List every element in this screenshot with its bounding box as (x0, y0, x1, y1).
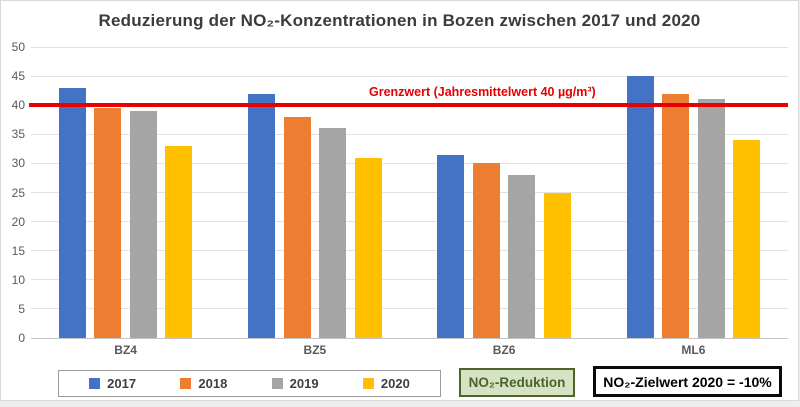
limit-line (29, 103, 788, 108)
bar-group-bz5 (220, 47, 409, 338)
y-tick-label-20: 20 (11, 214, 25, 229)
y-tick-label-45: 45 (11, 69, 25, 84)
gridline-50 (31, 46, 788, 48)
bar-2019-bz6 (508, 175, 536, 338)
bar-2020-bz5 (354, 157, 382, 338)
y-tick-label-25: 25 (11, 185, 25, 200)
bar-2020-bz4 (165, 145, 193, 338)
legend-item-2019: 2019 (271, 376, 319, 391)
bar-2019-bz5 (319, 128, 347, 338)
bar-2020-ml6 (733, 140, 761, 338)
legend-item-2020: 2020 (362, 376, 410, 391)
bar-2019-ml6 (697, 99, 725, 338)
legend-marker-2017 (89, 378, 101, 389)
legend-marker-2019 (271, 378, 283, 389)
legend: 2017 2018 2019 2020 (58, 370, 441, 397)
gridline-25 (31, 192, 788, 193)
x-tick-label-bz6: BZ6 (492, 343, 516, 357)
x-axis: BZ4 BZ5 BZ6 ML6 (31, 343, 788, 359)
bar-2018-bz4 (94, 108, 122, 338)
y-tick-label-10: 10 (11, 272, 25, 287)
bar-2017-bz6 (437, 154, 465, 338)
bar-2017-ml6 (626, 76, 654, 338)
y-tick-label-15: 15 (11, 243, 25, 258)
y-tick-label-40: 40 (11, 98, 25, 113)
plot-area (31, 46, 788, 339)
x-tick-label-bz4: BZ4 (114, 343, 137, 357)
bar-2018-ml6 (662, 93, 690, 338)
bar-2018-bz5 (283, 116, 311, 338)
gridline-20 (31, 221, 788, 223)
chart-title: Reduzierung der NO₂-Konzentrationen in B… (98, 11, 701, 30)
limit-line-label: Grenzwert (Jahresmittelwert 40 µg/m³) (369, 85, 596, 99)
x-tick-label-ml6: ML6 (681, 343, 706, 357)
gridline-35 (31, 133, 788, 135)
bar-group-bz6 (410, 47, 599, 338)
x-tick-label-bz5: BZ5 (303, 343, 327, 357)
target-value-badge: NO₂-Zielwert 2020 = -10% (593, 366, 782, 397)
bar-group-ml6 (599, 47, 788, 338)
legend-label-2018: 2018 (198, 376, 228, 391)
gridline-0 (31, 337, 788, 339)
legend-item-2018: 2018 (180, 376, 227, 391)
gridline-15 (31, 250, 788, 252)
legend-item-2017: 2017 (89, 376, 136, 391)
legend-label-2019: 2019 (289, 376, 319, 391)
bar-2020-bz6 (543, 192, 571, 338)
bar-group-bz4 (31, 47, 220, 338)
bar-2019-bz4 (129, 111, 157, 338)
gridline-45 (31, 75, 788, 77)
reduction-badge: NO₂-Reduktion (459, 368, 575, 397)
legend-marker-2018 (180, 378, 192, 389)
gridline-30 (31, 162, 788, 164)
y-tick-label-50: 50 (11, 40, 25, 54)
bar-2017-bz4 (58, 87, 86, 338)
y-tick-label-0: 0 (18, 331, 25, 345)
legend-label-2020: 2020 (380, 376, 410, 391)
y-tick-label-35: 35 (11, 127, 25, 142)
legend-label-2017: 2017 (107, 376, 137, 391)
legend-marker-2020 (362, 378, 374, 389)
y-tick-label-30: 30 (11, 156, 25, 171)
bar-2018-bz6 (472, 163, 500, 338)
bar-2017-bz5 (248, 93, 276, 338)
gridline-10 (31, 279, 788, 281)
gridline-5 (31, 308, 788, 310)
y-tick-label-5: 5 (18, 301, 25, 316)
